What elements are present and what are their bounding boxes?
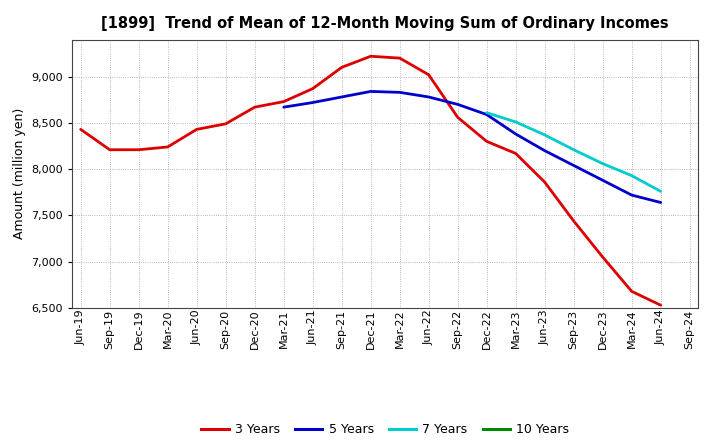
5 Years — [570, 163, 578, 168]
Line: 5 Years: 5 Years — [284, 92, 661, 202]
3 Years — [570, 218, 578, 224]
5 Years — [598, 178, 607, 183]
7 Years — [541, 132, 549, 138]
3 Years — [598, 254, 607, 260]
5 Years — [366, 89, 375, 94]
5 Years — [424, 94, 433, 99]
3 Years — [395, 55, 404, 61]
7 Years — [657, 189, 665, 194]
5 Years — [338, 94, 346, 99]
3 Years — [454, 115, 462, 120]
7 Years — [627, 173, 636, 178]
3 Years — [279, 99, 288, 104]
3 Years — [366, 54, 375, 59]
3 Years — [338, 65, 346, 70]
7 Years — [570, 147, 578, 152]
3 Years — [482, 139, 491, 144]
Line: 7 Years: 7 Years — [487, 113, 661, 191]
3 Years — [308, 86, 317, 91]
3 Years — [251, 105, 259, 110]
Y-axis label: Amount (million yen): Amount (million yen) — [13, 108, 26, 239]
5 Years — [657, 200, 665, 205]
5 Years — [627, 192, 636, 198]
3 Years — [657, 303, 665, 308]
5 Years — [395, 90, 404, 95]
5 Years — [541, 148, 549, 153]
5 Years — [454, 102, 462, 107]
3 Years — [135, 147, 143, 152]
3 Years — [627, 289, 636, 294]
5 Years — [482, 112, 491, 117]
7 Years — [598, 161, 607, 166]
7 Years — [511, 119, 520, 125]
Title: [1899]  Trend of Mean of 12-Month Moving Sum of Ordinary Incomes: [1899] Trend of Mean of 12-Month Moving … — [102, 16, 669, 32]
7 Years — [482, 110, 491, 115]
3 Years — [76, 127, 85, 132]
Legend: 3 Years, 5 Years, 7 Years, 10 Years: 3 Years, 5 Years, 7 Years, 10 Years — [196, 418, 575, 440]
3 Years — [105, 147, 114, 152]
5 Years — [308, 100, 317, 105]
3 Years — [221, 121, 230, 126]
Line: 3 Years: 3 Years — [81, 56, 661, 305]
5 Years — [279, 105, 288, 110]
5 Years — [511, 132, 520, 137]
3 Years — [511, 151, 520, 156]
3 Years — [424, 72, 433, 77]
3 Years — [192, 127, 201, 132]
3 Years — [163, 144, 172, 150]
3 Years — [541, 180, 549, 185]
